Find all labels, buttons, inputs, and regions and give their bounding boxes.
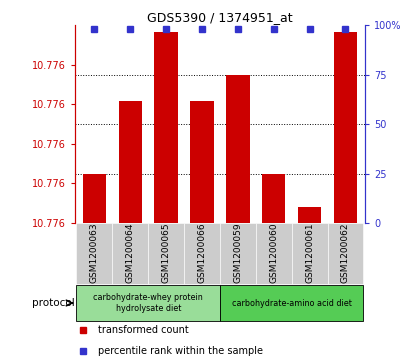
Bar <box>119 101 142 223</box>
Text: GSM1200064: GSM1200064 <box>126 223 135 283</box>
Bar <box>148 223 184 284</box>
Bar <box>220 285 364 321</box>
Text: GSM1200062: GSM1200062 <box>341 223 350 283</box>
Text: GSM1200060: GSM1200060 <box>269 223 278 283</box>
Bar <box>184 223 220 284</box>
Bar <box>83 174 106 223</box>
Bar <box>256 223 292 284</box>
Text: GSM1200059: GSM1200059 <box>233 223 242 283</box>
Bar <box>292 223 327 284</box>
Text: GSM1200066: GSM1200066 <box>198 223 207 283</box>
Bar <box>220 223 256 284</box>
Text: carbohydrate-whey protein
hydrolysate diet: carbohydrate-whey protein hydrolysate di… <box>93 293 203 313</box>
Bar <box>76 223 112 284</box>
Bar <box>76 285 220 321</box>
Text: transformed count: transformed count <box>98 325 189 335</box>
Bar <box>262 174 286 223</box>
Bar <box>298 207 321 223</box>
Text: percentile rank within the sample: percentile rank within the sample <box>98 346 263 356</box>
Text: protocol: protocol <box>32 298 74 308</box>
Bar <box>327 223 364 284</box>
Text: GSM1200061: GSM1200061 <box>305 223 314 283</box>
Title: GDS5390 / 1374951_at: GDS5390 / 1374951_at <box>147 11 293 24</box>
Bar <box>334 32 357 223</box>
Bar <box>190 101 214 223</box>
Text: GSM1200063: GSM1200063 <box>90 223 99 283</box>
Bar <box>226 75 249 223</box>
Text: GSM1200065: GSM1200065 <box>162 223 171 283</box>
Bar <box>112 223 148 284</box>
Bar <box>154 32 178 223</box>
Text: carbohydrate-amino acid diet: carbohydrate-amino acid diet <box>232 298 352 307</box>
